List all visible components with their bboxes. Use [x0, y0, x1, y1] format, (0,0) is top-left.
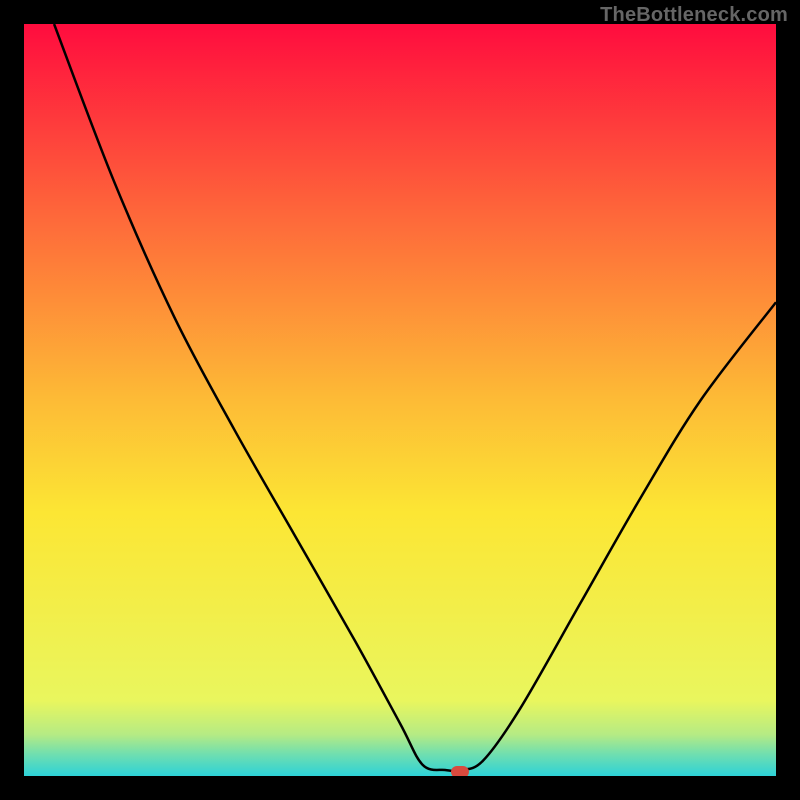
plot-area	[24, 24, 776, 776]
bottleneck-curve-path	[54, 24, 776, 771]
optimum-marker	[451, 766, 469, 776]
bottleneck-curve	[24, 24, 776, 776]
watermark-text: TheBottleneck.com	[600, 4, 788, 27]
